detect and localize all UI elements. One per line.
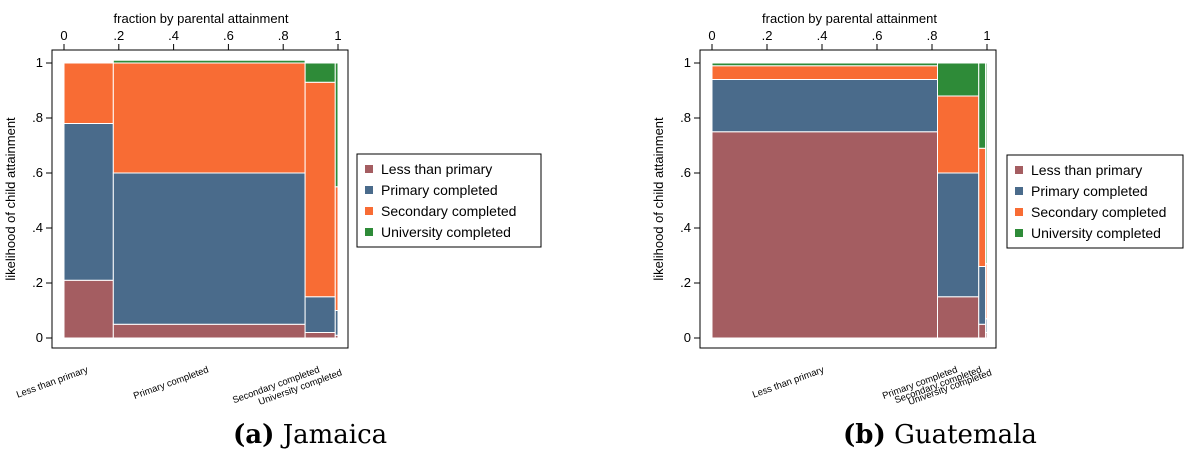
top-axis-tick-label: 1 bbox=[983, 28, 990, 43]
mosaic-tile-2-1 bbox=[937, 296, 980, 339]
y-axis-tick-label: 0 bbox=[36, 330, 43, 345]
y-axis-tick-label: .8 bbox=[680, 110, 691, 125]
mosaic-tile-2-3 bbox=[112, 62, 306, 174]
caption-a-text: Jamaica bbox=[282, 420, 388, 450]
top-axis-tick-label: .8 bbox=[278, 28, 289, 43]
mosaic-tile-3-1 bbox=[304, 332, 336, 339]
top-axis-title: fraction by parental attainment bbox=[762, 11, 937, 26]
mosaic-tile-2-4 bbox=[112, 59, 306, 64]
legend-swatch bbox=[1015, 187, 1023, 195]
y-axis-tick-label: .2 bbox=[680, 275, 691, 290]
legend-label: University completed bbox=[1031, 225, 1161, 241]
legend-box bbox=[356, 153, 542, 248]
y-axis-tick-label: 1 bbox=[684, 55, 691, 70]
top-axis-tick-label: .4 bbox=[817, 28, 828, 43]
legend-swatch bbox=[365, 186, 373, 194]
mosaic-tile-4-3 bbox=[334, 186, 339, 311]
legend-box bbox=[1006, 154, 1184, 249]
y-axis-title: likelihood of child attainment bbox=[3, 117, 18, 281]
mosaic-tile-1-1 bbox=[711, 131, 938, 339]
mosaic-tile-3-3 bbox=[304, 81, 336, 298]
top-axis-tick-label: .2 bbox=[762, 28, 773, 43]
y-axis-title: likelihood of child attainment bbox=[651, 117, 666, 281]
mosaic-chart-a: 0 .2 .4 .6 .8 1 fraction by parental attainmen… bbox=[3, 11, 542, 408]
category-label: Primary completed bbox=[132, 364, 210, 401]
mosaic-tile-1-2 bbox=[63, 123, 114, 281]
category-label: Less than primary bbox=[15, 364, 90, 400]
mosaic-tile-1-2 bbox=[711, 79, 938, 133]
mosaic-tile-2-2 bbox=[937, 172, 980, 298]
legend-label: Secondary completed bbox=[381, 203, 516, 219]
y-axis-tick-label: .4 bbox=[680, 220, 691, 235]
mosaic-tile-4-4 bbox=[334, 62, 339, 188]
legend-label: Primary completed bbox=[1031, 183, 1148, 199]
mosaic-tile-1-4 bbox=[711, 62, 938, 67]
caption-b-label: (b) bbox=[843, 420, 886, 450]
mosaic-tile-2-4 bbox=[937, 62, 980, 97]
top-axis-tick-label: .8 bbox=[927, 28, 938, 43]
legend-swatch bbox=[1015, 229, 1023, 237]
y-axis-tick-label: .6 bbox=[32, 165, 43, 180]
top-axis-tick-label: 0 bbox=[708, 28, 715, 43]
top-axis-tick-label: .6 bbox=[223, 28, 234, 43]
mosaic-tile-1-3 bbox=[711, 65, 938, 80]
mosaic-tile-2-2 bbox=[112, 172, 306, 325]
mosaic-tile-4-2 bbox=[985, 318, 988, 333]
legend-swatch bbox=[365, 165, 373, 173]
mosaic-tile-3-1 bbox=[978, 323, 987, 339]
legend-swatch bbox=[1015, 166, 1023, 174]
legend: Less than primary Primary completed Second… bbox=[1006, 154, 1184, 249]
legend-swatch bbox=[1015, 208, 1023, 216]
legend-swatch bbox=[365, 207, 373, 215]
y-axis-tick-label: .8 bbox=[32, 110, 43, 125]
top-axis-tick-label: 0 bbox=[60, 28, 67, 43]
mosaic-tile-3-3 bbox=[978, 147, 987, 267]
y-axis-tick-label: .4 bbox=[32, 220, 43, 235]
legend-label: Less than primary bbox=[381, 161, 492, 177]
category-label: Less than primary bbox=[751, 364, 826, 400]
mosaic-tile-3-2 bbox=[978, 266, 987, 325]
mosaic-tile-4-4 bbox=[985, 62, 988, 265]
mosaic-tile-4-3 bbox=[985, 263, 988, 320]
y-axis-tick-label: 0 bbox=[684, 330, 691, 345]
y-axis-tick-label: .2 bbox=[32, 275, 43, 290]
legend-label: Primary completed bbox=[381, 182, 498, 198]
top-axis-tick-label: 1 bbox=[334, 28, 341, 43]
caption-b-text: Guatemala bbox=[894, 420, 1037, 450]
mosaic-tile-2-1 bbox=[112, 323, 306, 339]
y-axis-tick-label: .6 bbox=[680, 165, 691, 180]
caption-b: (b) Guatemala bbox=[843, 420, 1037, 450]
legend-label: Less than primary bbox=[1031, 162, 1142, 178]
mosaic-tile-4-2 bbox=[334, 310, 339, 336]
legend-swatch bbox=[365, 228, 373, 236]
mosaic-tile-3-4 bbox=[978, 62, 987, 149]
mosaic-tile-2-3 bbox=[937, 95, 980, 174]
mosaic-tile-1-3 bbox=[63, 62, 114, 124]
mosaic-chart-b: 0 .2 .4 .6 .8 1 fraction by parental attainmen… bbox=[651, 11, 1184, 408]
top-axis-tick-label: .2 bbox=[113, 28, 124, 43]
caption-a: (a) Jamaica bbox=[233, 420, 387, 450]
top-axis-title: fraction by parental attainment bbox=[114, 11, 289, 26]
legend-label: University completed bbox=[381, 224, 511, 240]
mosaic-tile-3-4 bbox=[304, 62, 336, 83]
y-axis-tick-label: 1 bbox=[36, 55, 43, 70]
mosaic-tile-1-1 bbox=[63, 279, 114, 339]
legend-label: Secondary completed bbox=[1031, 204, 1166, 220]
top-axis-tick-label: .4 bbox=[168, 28, 179, 43]
legend: Less than primary Primary completed Second… bbox=[356, 153, 542, 248]
mosaic-tile-4-1 bbox=[985, 332, 988, 339]
top-axis-tick-label: .6 bbox=[872, 28, 883, 43]
caption-a-label: (a) bbox=[233, 420, 275, 450]
mosaic-tile-3-2 bbox=[304, 296, 336, 333]
